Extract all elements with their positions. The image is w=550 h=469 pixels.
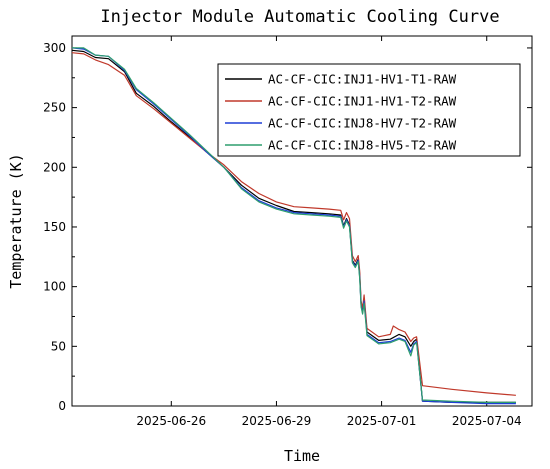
x-tick-label: 2025-06-26 bbox=[136, 414, 206, 428]
x-axis: 2025-06-26 2025-06-29 2025-07-01 2025-07-04 bbox=[136, 36, 522, 428]
y-tick-label: 250 bbox=[43, 101, 66, 115]
y-tick-label: 0 bbox=[58, 399, 66, 413]
legend-frame bbox=[217, 63, 521, 157]
y-tick-label: 200 bbox=[43, 160, 66, 174]
y-axis: 0 50 100 150 200 250 300 bbox=[43, 41, 532, 413]
x-tick-label: 2025-07-01 bbox=[347, 414, 417, 428]
legend-label-3: AC-CF-CIC:INJ8-HV7-T2-RAW bbox=[268, 116, 457, 131]
y-axis-label: Temperature (K) bbox=[7, 153, 25, 288]
x-axis-label: Time bbox=[284, 447, 320, 465]
legend: AC-CF-CIC:INJ1-HV1-T1-RAW AC-CF-CIC:INJ1-… bbox=[217, 63, 521, 157]
y-tick-label: 300 bbox=[43, 41, 66, 55]
x-tick-label: 2025-07-04 bbox=[452, 414, 522, 428]
chart-title: Injector Module Automatic Cooling Curve bbox=[100, 7, 499, 27]
plot-area-frame bbox=[71, 35, 533, 407]
legend-label-4: AC-CF-CIC:INJ8-HV5-T2-RAW bbox=[268, 138, 457, 153]
series-line-4 bbox=[72, 47, 516, 403]
legend-label-2: AC-CF-CIC:INJ1-HV1-T2-RAW bbox=[268, 94, 457, 109]
y-tick-label: 150 bbox=[43, 220, 66, 234]
series-line-2 bbox=[71, 52, 516, 396]
series-layer bbox=[71, 47, 516, 405]
y-tick-label: 50 bbox=[51, 339, 66, 353]
x-tick-label: 2025-06-29 bbox=[242, 414, 312, 428]
y-tick-label: 100 bbox=[43, 280, 66, 294]
legend-label-1: AC-CF-CIC:INJ1-HV1-T1-RAW bbox=[268, 72, 457, 87]
